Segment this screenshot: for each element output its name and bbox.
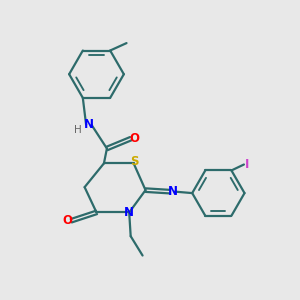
- Text: N: N: [83, 118, 94, 131]
- Text: S: S: [130, 155, 139, 168]
- Text: N: N: [124, 206, 134, 219]
- Text: N: N: [168, 185, 178, 198]
- Text: H: H: [74, 125, 82, 135]
- Text: I: I: [245, 158, 250, 171]
- Text: O: O: [130, 132, 140, 145]
- Text: O: O: [62, 214, 72, 227]
